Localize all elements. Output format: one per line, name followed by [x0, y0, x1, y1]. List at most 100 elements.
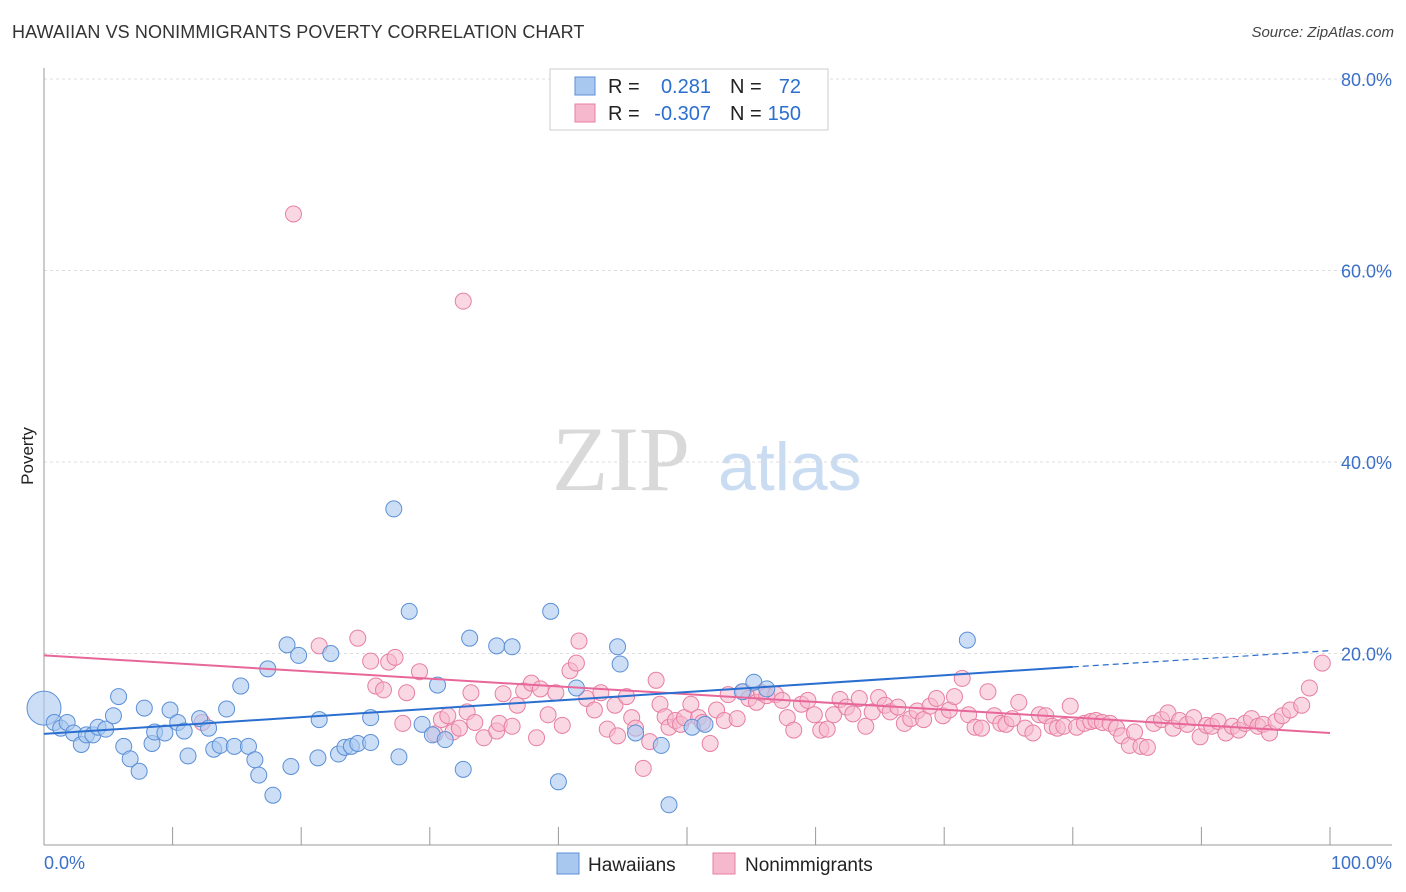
hawaiian-point [488, 637, 506, 655]
hawaiian-point [413, 715, 431, 733]
hawaiian-point [390, 748, 408, 766]
nonimmigrant-point [386, 648, 404, 666]
nonimmigrant-point [634, 759, 652, 777]
nonimmigrant-point [979, 683, 997, 701]
nonimmigrant-point [494, 685, 512, 703]
nonimmigrant-point [454, 292, 472, 310]
nonimmigrant-point [805, 706, 823, 724]
nonimmigrant-point [609, 727, 627, 745]
nonimmigrant-point [818, 720, 836, 738]
hawaiian-point [135, 699, 153, 717]
nonimmigrant-point [284, 205, 302, 223]
nonimmigrant-point [531, 680, 549, 698]
hawaiian-point [218, 700, 236, 718]
nonimmigrant-point [1313, 654, 1331, 672]
hawaiian-point [309, 749, 327, 767]
hawaiian-point [246, 751, 264, 769]
nonimmigrant-point [450, 719, 468, 737]
y-tick-label: 20.0% [1341, 645, 1392, 665]
series-hawaiians [26, 500, 976, 814]
nonimmigrant-point [850, 690, 868, 708]
hawaiian-point [211, 736, 229, 754]
nonimmigrant-point [362, 652, 380, 670]
chart-title: HAWAIIAN VS NONIMMIGRANTS POVERTY CORREL… [12, 22, 585, 42]
nonimmigrant-point [375, 681, 393, 699]
legend-n-label-1: N = [730, 76, 762, 98]
hawaiian-point [652, 736, 670, 754]
source-label: Source: ZipAtlas.com [1251, 24, 1394, 41]
legend-n-value-1: 72 [779, 76, 801, 98]
nonimmigrant-point [825, 706, 843, 724]
nonimmigrant-point [972, 719, 990, 737]
hawaiian-point [454, 760, 472, 778]
nonimmigrant-point [857, 717, 875, 735]
hawaiian-point [278, 636, 296, 654]
nonimmigrant-point [1061, 697, 1079, 715]
legend: R = 0.281 N = 72 R = -0.307 N = 150 [549, 68, 829, 131]
nonimmigrant-point [411, 663, 429, 681]
grid-lines [44, 78, 1392, 654]
y-tick-label: 40.0% [1341, 453, 1392, 473]
bottom-legend-swatch-nonimmigrants [712, 852, 736, 875]
y-tick-label: 80.0% [1341, 70, 1392, 90]
hawaiian-point [290, 646, 308, 664]
hawaiian-trend-line [43, 665, 1073, 735]
nonimmigrant-point [1126, 723, 1144, 741]
hawaiian-point [232, 677, 250, 695]
nonimmigrant-point [1010, 693, 1028, 711]
legend-r-label-1: R = [608, 76, 640, 98]
nonimmigrant-point [439, 707, 457, 725]
hawaiian-point [400, 602, 418, 620]
legend-n-value-2: 150 [768, 103, 801, 125]
hawaiian-point [130, 762, 148, 780]
hawaiian-point [385, 500, 403, 518]
nonimmigrant-point [585, 701, 603, 719]
nonimmigrant-point [528, 729, 546, 747]
nonimmigrant-point [1138, 738, 1156, 756]
legend-r-value-2: -0.307 [654, 103, 711, 125]
legend-r-value-1: 0.281 [661, 76, 711, 98]
nonimmigrant-point [785, 721, 803, 739]
bottom-legend-label-hawaiians: Hawaiians [588, 855, 676, 876]
nonimmigrant-point [647, 671, 665, 689]
legend-n-label-2: N = [730, 103, 762, 125]
hawaiian-point [542, 602, 560, 620]
hawaiian-trend-extension [1072, 650, 1331, 668]
hawaiian-point [179, 747, 197, 765]
legend-r-label-2: R = [608, 103, 640, 125]
nonimmigrant-point [553, 716, 571, 734]
hawaiian-point [110, 688, 128, 706]
hawaiian-point [758, 680, 776, 698]
nonimmigrant-point [682, 695, 700, 713]
nonimmigrant-trend-line [43, 654, 1331, 734]
hawaiian-point [362, 734, 380, 752]
nonimmigrant-point [927, 690, 945, 708]
nonimmigrant-point [701, 735, 719, 753]
hawaiian-point [958, 631, 976, 649]
nonimmigrant-point [567, 654, 585, 672]
hawaiian-point [225, 737, 243, 755]
trend-lines [43, 650, 1331, 735]
hawaiian-point [461, 629, 479, 647]
nonimmigrant-point [1024, 724, 1042, 742]
nonimmigrant-point [462, 684, 480, 702]
bottom-legend-label-nonimmigrants: Nonimmigrants [745, 855, 873, 876]
watermark: ZIP atlas [552, 408, 862, 510]
hawaiian-point [121, 750, 139, 768]
hawaiian-point [696, 715, 714, 733]
hawaiian-point [264, 786, 282, 804]
legend-swatch-nonimmigrants [574, 103, 596, 123]
y-tick-label: 60.0% [1341, 262, 1392, 282]
x-tick-label: 0.0% [44, 853, 85, 873]
nonimmigrant-point [508, 696, 526, 714]
hawaiian-point [104, 707, 122, 725]
watermark-zip: ZIP [552, 408, 690, 510]
hawaiian-point [429, 676, 447, 694]
legend-swatch-hawaiians [574, 76, 596, 96]
bottom-legend: Hawaiians Nonimmigrants [556, 852, 873, 876]
nonimmigrant-point [349, 629, 367, 647]
nonimmigrant-point [945, 688, 963, 706]
hawaiian-point [310, 711, 328, 729]
nonimmigrant-point [398, 684, 416, 702]
